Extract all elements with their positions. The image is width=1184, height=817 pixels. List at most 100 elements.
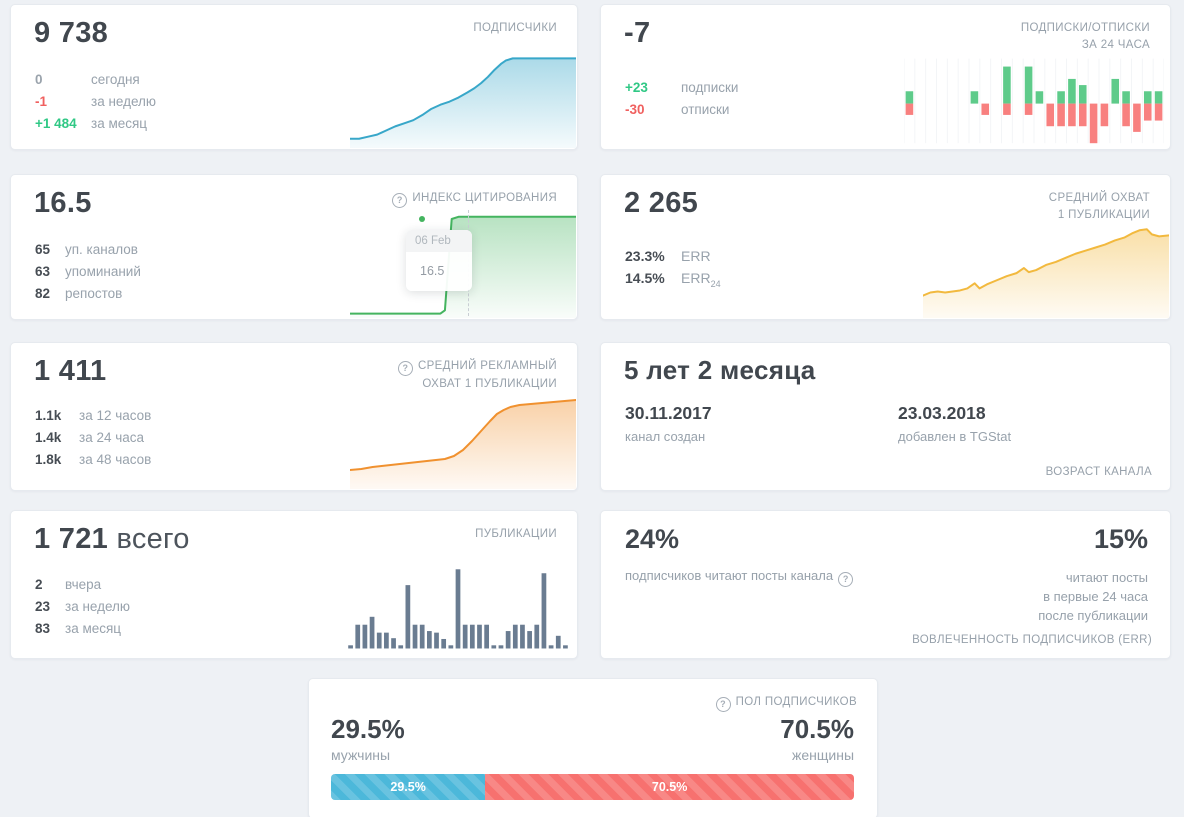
caption-line-2: в первые 24 часа [1043,589,1148,604]
gender-male-label: мужчины [331,747,391,763]
gender-female-label: женщины [791,747,854,763]
stat-row-week: 23 за неделю [35,596,130,618]
stat-label: ERR [681,270,711,286]
stat-value: 63 [35,264,51,279]
card-avg-reach: 2 265 СРЕДНИЙ ОХВАТ 1 ПУБЛИКАЦИИ 23.3% ER… [600,174,1171,320]
stat-label: за неделю [65,599,131,614]
stat-value: 14.5% [625,270,665,286]
stat-label: за неделю [91,94,157,109]
stat-row-24h: 1.4k за 24 часа [35,427,151,449]
stat-label: ERR [681,248,711,264]
card-title-avg-reach: СРЕДНИЙ ОХВАТ 1 ПУБЛИКАЦИИ [1049,190,1150,224]
card-footer-age: ВОЗРАСТ КАНАЛА [1045,466,1152,478]
stat-value: -1 [35,94,48,109]
channel-created: 30.11.2017 канал создан [625,403,712,444]
card-title-publications: ПУБЛИКАЦИИ [475,528,557,540]
stat-label: репостов [65,286,123,301]
tooltip-date: 06 Feb [406,230,472,252]
card-engagement: 24% подписчиков читают посты канала? 15%… [600,510,1171,659]
card-channel-age: 5 лет 2 месяца 30.11.2017 канал создан 2… [600,342,1171,491]
stat-value: 82 [35,286,51,301]
subs-unsubs-chart [904,55,1164,145]
card-title-citation: ? ИНДЕКС ЦИТИРОВАНИЯ [392,190,557,208]
publications-suffix: всего [116,523,190,555]
engagement-left-caption: подписчиков читают посты канала? [625,568,854,587]
stat-value: 83 [35,621,51,636]
avg-reach-chart [923,216,1169,318]
stat-value: +23 [625,80,648,95]
help-icon[interactable]: ? [392,193,408,208]
stat-row-mentions: 63 упоминаний [35,261,141,283]
card-subscribers: 9 738 ПОДПИСЧИКИ 0 сегодня -1 за неделю +1… [10,4,578,150]
tooltip-marker-dot [419,216,425,222]
help-icon[interactable]: ? [838,572,854,587]
card-footer-engagement: ВОВЛЕЧЕННОСТЬ ПОДПИСЧИКОВ (ERR) [912,634,1152,646]
help-icon[interactable]: ? [715,697,731,712]
citation-index-value: 16.5 [34,187,92,219]
ad-reach-chart [350,389,576,489]
stat-row-yesterday: 2 вчера [35,574,130,596]
title-text: ПОЛ ПОДПИСЧИКОВ [735,696,857,708]
stat-value: 65 [35,242,51,257]
stat-label: вчера [65,577,102,592]
avg-reach-area-chart [923,216,1169,318]
subscribers-stats: 0 сегодня -1 за неделю +1 484 за месяц [35,69,156,135]
stat-label: за 48 часов [79,452,152,467]
card-title-subs-unsubs: ПОДПИСКИ/ОТПИСКИ ЗА 24 ЧАСА [1021,20,1150,54]
title-line-2: 1 ПУБЛИКАЦИИ [1057,209,1150,221]
title-line-1: СРЕДНИЙ ОХВАТ [1048,192,1150,204]
stat-value: 2 [35,577,43,592]
stat-value: 1.1k [35,408,62,423]
card-avg-ad-reach: 1 411 ? СРЕДНИЙ РЕКЛАМНЫЙ ОХВАТ 1 ПУБЛИКА… [10,342,578,491]
help-icon[interactable]: ? [397,361,413,376]
stat-value: 1.8k [35,452,62,467]
stat-value: -30 [625,102,645,117]
stat-row-48h: 1.8k за 48 часов [35,449,151,471]
ad-reach-value: 1 411 [34,355,107,387]
stat-label: уп. каналов [65,242,138,257]
created-date: 30.11.2017 [625,403,712,423]
card-title-gender: ? ПОЛ ПОДПИСЧИКОВ [715,694,857,712]
gender-bar-male-segment: 29.5% [331,774,486,800]
channel-added: 23.03.2018 добавлен в TGStat [898,403,1011,444]
card-publications: 1 721 всего ПУБЛИКАЦИИ 2 вчера 23 за недел… [10,510,578,659]
title-line-2: ОХВАТ 1 ПУБЛИКАЦИИ [422,378,557,390]
subs-unsubs-net: -7 [624,17,651,49]
stat-label: за 12 часов [79,408,152,423]
stat-row-subs: +23 подписки [625,77,738,99]
stat-row-channels: 65 уп. каналов [35,239,141,261]
stat-label: отписки [681,102,730,117]
stat-label: за месяц [65,621,122,636]
stat-row-today: 0 сегодня [35,69,156,91]
avg-reach-value: 2 265 [624,187,699,219]
created-label: канал создан [625,429,706,444]
stat-row-month: 83 за месяц [35,618,130,640]
gender-split-bar: 29.5% 70.5% [331,774,854,800]
tooltip-value: 16.5 [420,264,445,278]
stat-label: упоминаний [65,264,141,279]
gender-male-value: 29.5% [331,714,405,744]
stat-value: 23.3% [625,248,665,264]
added-label: добавлен в TGStat [898,429,1012,444]
gender-bar-female-segment: 70.5% [485,774,854,800]
title-text: СРЕДНИЙ РЕКЛАМНЫЙ [417,360,557,372]
citation-chart: 06 Feb 16.5 [350,208,576,318]
subscribers-chart [350,45,576,148]
card-gender: ? ПОЛ ПОДПИСЧИКОВ 29.5% мужчины 70.5% жен… [308,678,878,817]
publications-bar-chart [348,569,568,649]
stat-value: 0 [35,72,43,87]
stat-row-err: 23.3% ERR [625,245,721,267]
stat-label: подписки [681,80,739,95]
stat-row-err24: 14.5% ERR24 [625,267,721,295]
ad-reach-area-chart [350,389,576,489]
channel-age-value: 5 лет 2 месяца [624,355,816,385]
stat-value: 1.4k [35,430,62,445]
stat-label-subscript: 24 [710,278,721,289]
publications-stats: 2 вчера 23 за неделю 83 за месяц [35,574,130,640]
publications-chart [347,564,569,652]
gender-female-value: 70.5% [780,714,854,744]
title-line-1: ПОДПИСКИ/ОТПИСКИ [1020,22,1150,34]
title-line-1: ? СРЕДНИЙ РЕКЛАМНЫЙ [397,358,557,376]
added-date: 23.03.2018 [898,403,986,423]
